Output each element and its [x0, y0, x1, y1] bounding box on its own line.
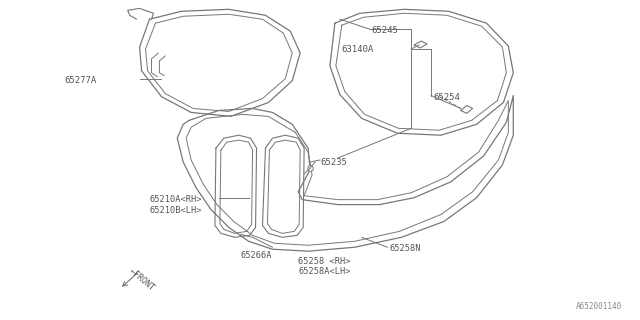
Text: 65258 <RH>: 65258 <RH>: [298, 257, 351, 266]
Text: 65235: 65235: [320, 158, 347, 167]
Text: A652001140: A652001140: [576, 302, 622, 311]
Text: 65258A<LH>: 65258A<LH>: [298, 267, 351, 276]
Text: 63140A: 63140A: [342, 45, 374, 54]
Text: ←FRONT: ←FRONT: [128, 267, 157, 293]
Text: 65210B<LH>: 65210B<LH>: [150, 206, 202, 215]
Text: 65210A<RH>: 65210A<RH>: [150, 195, 202, 204]
Text: 65277A: 65277A: [64, 76, 97, 85]
Text: 65258N: 65258N: [389, 244, 421, 253]
Text: 65266A: 65266A: [241, 251, 272, 260]
Text: 65245: 65245: [372, 26, 399, 35]
Text: 65254: 65254: [433, 92, 460, 101]
